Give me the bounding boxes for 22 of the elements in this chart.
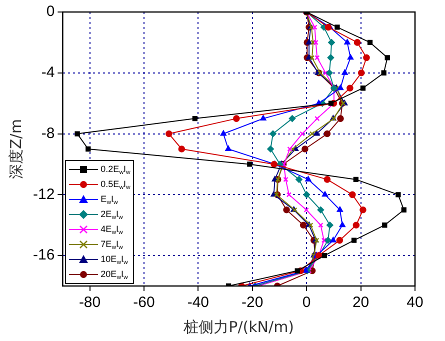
legend-label: 7E$_{w}$I$_{w}$ <box>100 238 123 251</box>
legend-label: 0.2E$_{w}$I$_{w}$ <box>100 163 130 176</box>
legend-label: 0.5E$_{w}$I$_{w}$ <box>100 178 130 191</box>
y-tick-label: -12 <box>32 186 55 203</box>
x-tick-label: 20 <box>352 294 370 312</box>
y-tick-label: -4 <box>41 64 55 82</box>
legend-label: 4E$_{w}$I$_{w}$ <box>100 223 123 236</box>
x-tick-label: 40 <box>406 294 424 312</box>
x-tick-label: 0 <box>302 294 311 312</box>
x-tick-label: -40 <box>187 294 210 312</box>
x-tick-label: -60 <box>133 294 155 312</box>
y-tick-label: -16 <box>32 246 55 264</box>
x-tick-label: -20 <box>242 294 264 312</box>
x-axis-title: 桩侧力P/(kN/m) <box>182 318 294 336</box>
y-tick-label: 0 <box>46 3 55 20</box>
legend-label: 10E$_{w}$I$_{w}$ <box>100 253 128 266</box>
x-tick-label: -80 <box>78 294 101 312</box>
legend-label: 20E$_{w}$I$_{w}$ <box>100 268 128 281</box>
legend-label: E$_{w}$I$_{w}$ <box>100 193 118 206</box>
y-axis-title: 深度Z/m <box>6 119 25 179</box>
y-tick-label: -8 <box>41 124 55 142</box>
legend-label: 2E$_{w}$I$_{w}$ <box>100 208 123 221</box>
